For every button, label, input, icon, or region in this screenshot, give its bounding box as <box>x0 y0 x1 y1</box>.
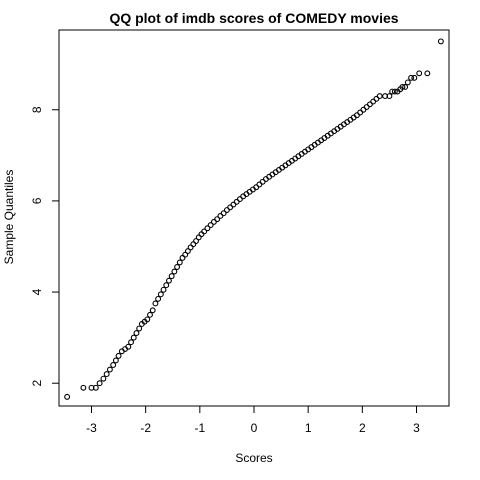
data-point <box>136 325 143 332</box>
data-point <box>220 210 227 217</box>
data-point <box>171 268 178 275</box>
data-point <box>424 70 431 77</box>
data-point <box>386 93 393 100</box>
data-point <box>64 393 71 400</box>
data-point <box>160 286 167 293</box>
data-point <box>204 225 211 232</box>
y-tick-label: 6 <box>30 197 44 204</box>
x-tick-label: -1 <box>194 421 205 435</box>
data-point <box>130 334 137 341</box>
data-point <box>437 38 444 45</box>
data-point <box>152 300 159 307</box>
data-point <box>128 339 134 346</box>
data-point <box>182 251 189 258</box>
x-tick-label: 1 <box>305 421 312 435</box>
data-point <box>416 70 423 77</box>
data-point <box>408 74 415 81</box>
data-point <box>402 84 409 90</box>
data-point <box>163 282 170 289</box>
data-point <box>166 277 172 284</box>
data-point <box>184 248 191 254</box>
data-point <box>100 375 107 382</box>
x-tick-label: 3 <box>413 421 420 435</box>
y-axis-label: Sample Quantiles <box>2 170 16 265</box>
data-points <box>64 38 444 400</box>
data-point <box>133 330 140 337</box>
data-point <box>155 295 162 302</box>
data-point <box>207 222 214 229</box>
data-point <box>149 307 156 314</box>
data-point <box>147 311 153 318</box>
data-point <box>389 88 396 95</box>
data-point <box>92 384 99 391</box>
data-point <box>103 371 110 378</box>
y-tick-label: 8 <box>30 106 44 113</box>
data-point <box>168 273 175 280</box>
data-point <box>110 362 117 368</box>
data-point <box>125 343 132 350</box>
data-point <box>115 352 122 359</box>
data-point <box>112 357 119 364</box>
x-tick-label: -3 <box>86 421 97 435</box>
x-axis: -3 -2 -1 0 1 2 3 <box>86 405 420 435</box>
data-point <box>157 291 164 298</box>
data-point <box>214 216 221 223</box>
x-tick-label: 2 <box>359 421 366 435</box>
data-point <box>391 88 398 95</box>
data-point <box>106 366 113 373</box>
y-tick-label: 2 <box>30 380 44 387</box>
data-point <box>201 228 208 235</box>
data-point <box>144 316 151 323</box>
data-point <box>376 93 383 100</box>
data-point <box>399 84 406 90</box>
x-axis-label: Scores <box>235 451 272 465</box>
data-point <box>80 384 87 391</box>
data-point <box>411 74 418 81</box>
y-tick-label: 4 <box>30 288 44 295</box>
data-point <box>96 380 103 387</box>
data-point <box>193 238 199 244</box>
data-point <box>174 264 181 270</box>
x-tick-label: -2 <box>140 421 151 435</box>
data-point <box>176 259 183 266</box>
x-tick-label: 0 <box>251 421 258 435</box>
y-axis: 2 4 6 8 <box>30 106 60 387</box>
data-point <box>404 79 411 86</box>
chart-title: QQ plot of imdb scores of COMEDY movies <box>109 10 398 26</box>
